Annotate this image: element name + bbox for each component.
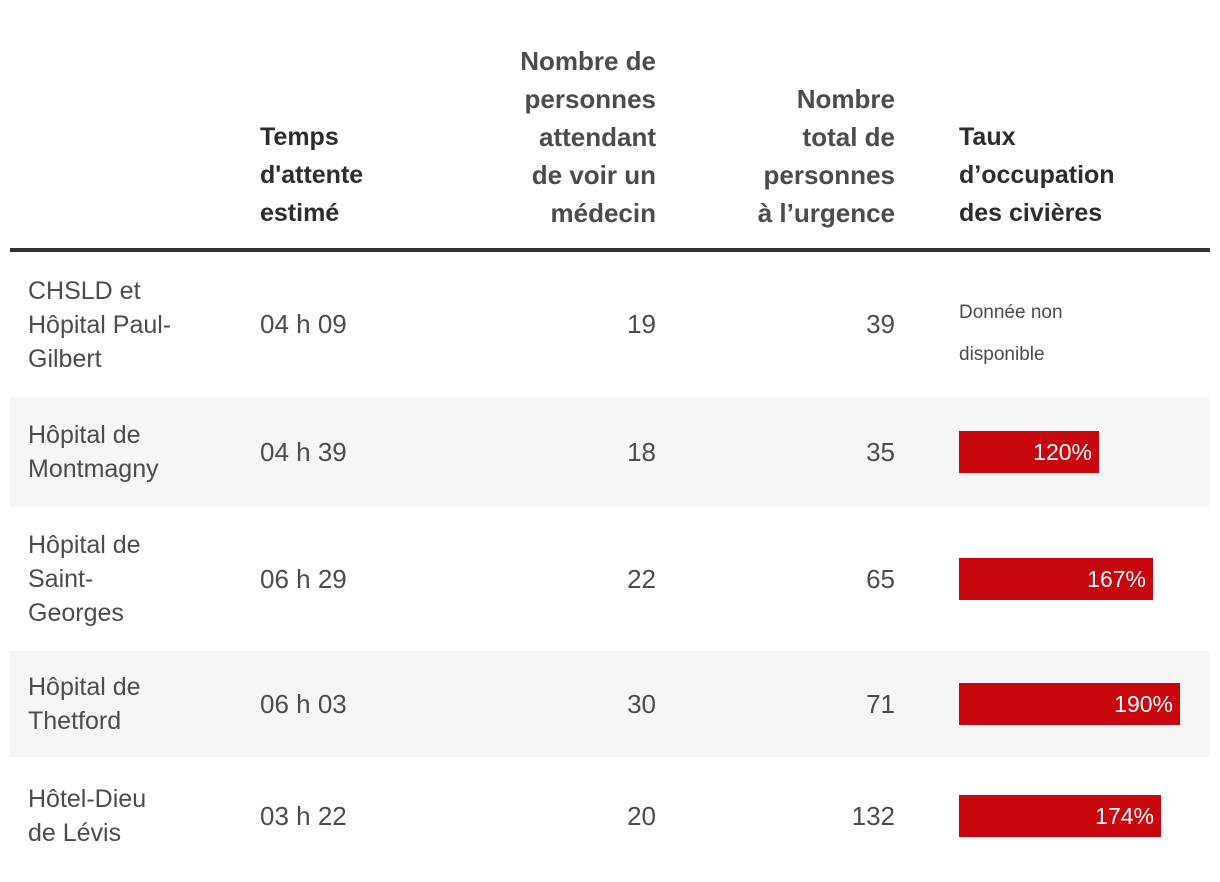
total-at-emergency-value: 65 <box>866 563 895 594</box>
waiting-for-doctor-value: 30 <box>627 688 656 719</box>
waiting-for-doctor-value: 20 <box>627 800 656 831</box>
occupancy-bar-label: 190% <box>1114 690 1173 717</box>
occupancy-cell: 174% <box>895 777 1210 855</box>
wait-time-value: 04 h 39 <box>260 436 347 467</box>
occupancy-bar: 167% <box>959 558 1153 600</box>
occupancy-bar: 190% <box>959 683 1180 725</box>
occupancy-cell: 167% <box>895 540 1210 618</box>
occupancy-cell: 120% <box>895 413 1210 491</box>
wait-time-value: 06 h 29 <box>260 563 347 594</box>
occupancy-bar-label: 167% <box>1087 565 1146 592</box>
total-at-emergency-value: 35 <box>866 436 895 467</box>
total-at-emergency-value: 71 <box>866 688 895 719</box>
occupancy-bar: 120% <box>959 431 1099 473</box>
hospital-name: Hôtel-Dieu de Lévis <box>28 785 147 847</box>
header-total-at-emergency: Nombre total de personnes à l’urgence <box>757 84 895 228</box>
occupancy-bar-label: 120% <box>1033 438 1092 465</box>
hospital-name: Hôpital de Montmagny <box>28 421 159 483</box>
table-row: Hôtel-Dieu de Lévis 03 h 22 20 132 174% <box>10 757 1210 875</box>
occupancy-bar-label: 174% <box>1095 802 1154 829</box>
header-waiting-for-doctor: Nombre de personnes attendant de voir un… <box>520 46 656 228</box>
wait-time-value: 06 h 03 <box>260 688 347 719</box>
wait-time-value: 04 h 09 <box>260 309 347 339</box>
occupancy-cell: Donnée non disponible <box>895 274 1210 376</box>
hospital-name: CHSLD et Hôpital Paul- Gilbert <box>28 276 172 373</box>
header-stretcher-occupancy: Taux d’occupation des civières <box>959 123 1115 227</box>
total-at-emergency-value: 39 <box>866 309 895 339</box>
table-row: Hôpital de Saint- Georges 06 h 29 22 65 … <box>10 507 1210 651</box>
table-header-row: Temps d'attente estimé Nombre de personn… <box>10 0 1210 248</box>
wait-time-value: 03 h 22 <box>260 800 347 831</box>
no-data-label: Donnée non disponible <box>959 301 1063 365</box>
header-wait-time: Temps d'attente estimé <box>260 123 364 227</box>
er-wait-times-table: Temps d'attente estimé Nombre de personn… <box>10 0 1210 875</box>
waiting-for-doctor-value: 22 <box>627 563 656 594</box>
header-divider <box>10 248 1210 252</box>
table-row: Hôpital de Thetford 06 h 03 30 71 190% <box>10 651 1210 757</box>
table-row: CHSLD et Hôpital Paul- Gilbert 04 h 09 1… <box>10 252 1210 397</box>
hospital-name: Hôpital de Saint- Georges <box>28 531 141 627</box>
hospital-name: Hôpital de Thetford <box>28 673 141 735</box>
table-row: Hôpital de Montmagny 04 h 39 18 35 120% <box>10 397 1210 507</box>
waiting-for-doctor-value: 19 <box>627 309 656 339</box>
waiting-for-doctor-value: 18 <box>627 436 656 467</box>
total-at-emergency-value: 132 <box>851 800 895 831</box>
occupancy-bar: 174% <box>959 795 1161 837</box>
occupancy-cell: 190% <box>895 665 1210 743</box>
